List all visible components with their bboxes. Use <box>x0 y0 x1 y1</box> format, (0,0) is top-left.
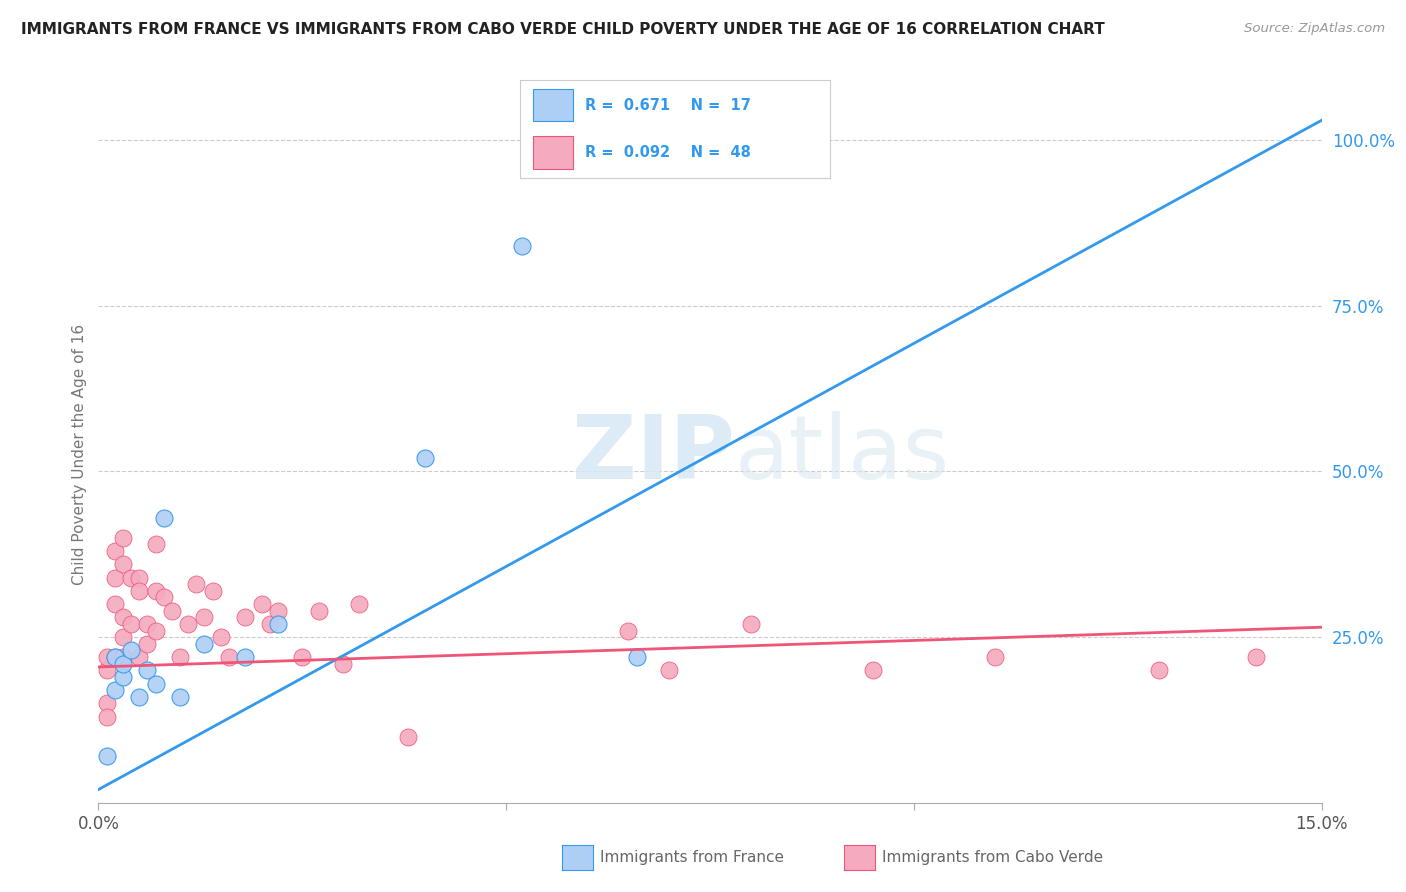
Point <box>152 591 174 605</box>
Point <box>209 630 232 644</box>
Point <box>658 663 681 677</box>
Point <box>193 637 215 651</box>
Bar <box>533 89 572 121</box>
Point <box>1246 650 1268 665</box>
Point <box>96 697 118 711</box>
Point <box>111 610 134 624</box>
Point <box>267 604 290 618</box>
Point <box>104 683 127 698</box>
Point <box>349 597 371 611</box>
Point <box>136 637 159 651</box>
Text: IMMIGRANTS FROM FRANCE VS IMMIGRANTS FROM CABO VERDE CHILD POVERTY UNDER THE AGE: IMMIGRANTS FROM FRANCE VS IMMIGRANTS FRO… <box>21 22 1105 37</box>
Point <box>291 650 314 665</box>
Point <box>104 650 127 665</box>
Point <box>128 650 150 665</box>
Point <box>104 650 127 665</box>
Y-axis label: Child Poverty Under the Age of 16: Child Poverty Under the Age of 16 <box>72 325 87 585</box>
Point <box>96 650 118 665</box>
Point <box>128 583 150 598</box>
Text: Immigrants from France: Immigrants from France <box>600 850 785 864</box>
Point <box>111 650 134 665</box>
Point <box>332 657 354 671</box>
Text: Source: ZipAtlas.com: Source: ZipAtlas.com <box>1244 22 1385 36</box>
Point <box>145 676 167 690</box>
Point <box>104 544 127 558</box>
Point <box>128 690 150 704</box>
Point <box>186 577 208 591</box>
Point <box>111 531 134 545</box>
Point <box>626 650 648 665</box>
Point <box>177 616 200 631</box>
Point <box>233 650 256 665</box>
Point <box>413 451 436 466</box>
Point <box>267 616 290 631</box>
Point <box>111 657 134 671</box>
Point <box>233 610 256 624</box>
Text: Immigrants from Cabo Verde: Immigrants from Cabo Verde <box>882 850 1102 864</box>
Point <box>169 690 191 704</box>
Point <box>396 730 419 744</box>
Point <box>145 624 167 638</box>
Point <box>218 650 240 665</box>
Text: ZIP: ZIP <box>572 411 734 499</box>
Point <box>96 709 118 723</box>
Point <box>862 663 884 677</box>
Point <box>128 570 150 584</box>
Point <box>136 663 159 677</box>
Point <box>201 583 224 598</box>
Point <box>617 624 640 638</box>
Point <box>120 643 142 657</box>
Point <box>145 583 167 598</box>
Point <box>259 616 281 631</box>
Point <box>104 570 127 584</box>
Point <box>169 650 191 665</box>
Bar <box>533 136 572 169</box>
Point <box>136 616 159 631</box>
Point <box>120 570 142 584</box>
Point <box>111 630 134 644</box>
Text: R =  0.671    N =  17: R = 0.671 N = 17 <box>585 98 751 112</box>
Text: R =  0.092    N =  48: R = 0.092 N = 48 <box>585 145 751 160</box>
Point <box>111 558 134 572</box>
Point <box>152 511 174 525</box>
Point <box>104 597 127 611</box>
Point <box>308 604 330 618</box>
Point <box>1147 663 1170 677</box>
Point <box>160 604 183 618</box>
Point <box>512 239 534 253</box>
Point <box>740 616 762 631</box>
Point <box>145 537 167 551</box>
Point <box>111 670 134 684</box>
Point <box>96 663 118 677</box>
Point <box>193 610 215 624</box>
Point <box>984 650 1007 665</box>
Text: atlas: atlas <box>734 411 949 499</box>
Point <box>96 749 118 764</box>
Point <box>250 597 273 611</box>
Point <box>120 616 142 631</box>
